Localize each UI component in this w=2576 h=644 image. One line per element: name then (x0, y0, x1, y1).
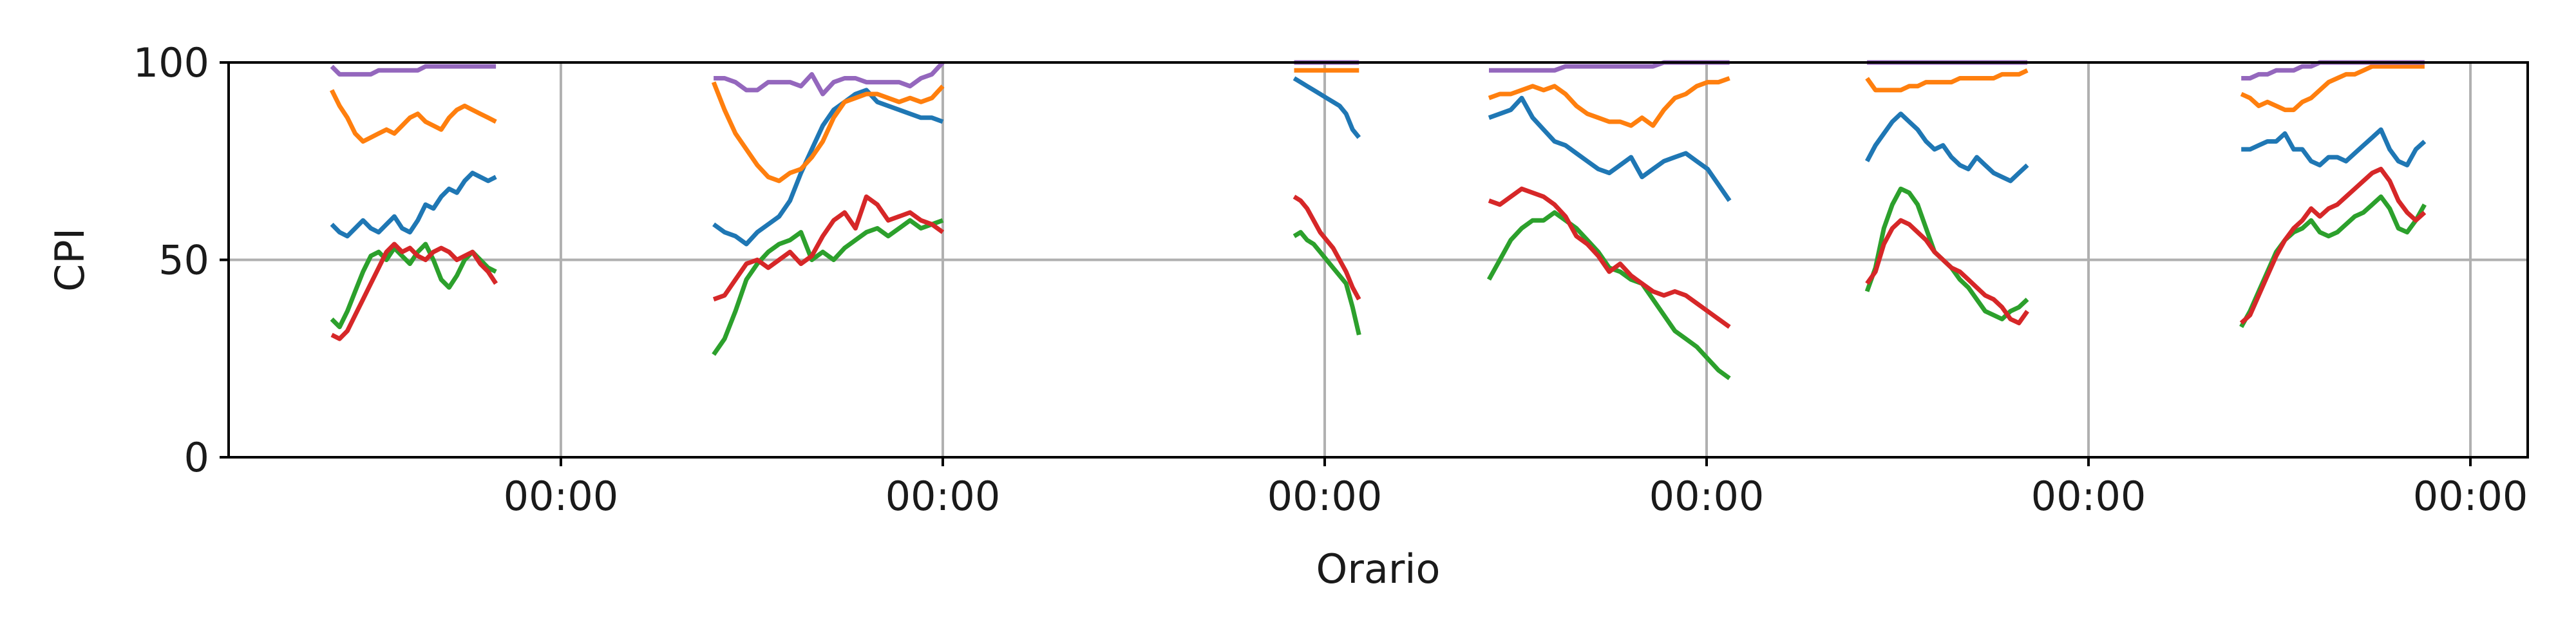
series-line (330, 242, 498, 341)
series-panel (711, 61, 945, 356)
y-tick-label: 100 (133, 39, 209, 86)
series-line (1293, 230, 1361, 336)
x-tick-label: 00:00 (886, 473, 1001, 520)
ticks: 00:00 00:00 00:00 00:00 00:00 00:00 0 50 100 (133, 39, 2528, 520)
x-tick-label: 00:00 (2031, 473, 2146, 520)
series-line (712, 194, 945, 302)
x-tick-label: 00:00 (1267, 473, 1383, 520)
series-line (711, 81, 945, 184)
x-tick-label: 00:00 (2413, 473, 2528, 520)
x-tick-label: 00:00 (1649, 473, 1765, 520)
series-line (1293, 76, 1361, 139)
series-line (330, 64, 497, 77)
y-tick-label: 0 (184, 434, 209, 481)
series-line (1488, 186, 1731, 329)
series-line (1865, 68, 2029, 93)
series-line (330, 171, 497, 239)
x-axis-label: Orario (1316, 545, 1441, 592)
series-line (1488, 95, 1732, 202)
y-axis-label: CPI (46, 228, 93, 292)
series-line (2240, 64, 2425, 113)
series-line (1293, 194, 1361, 301)
series-line (2239, 167, 2427, 325)
series-line (1865, 218, 2029, 326)
series-line (329, 89, 497, 144)
y-tick-label: 50 (158, 237, 209, 284)
series-line (1488, 76, 1730, 128)
series-line (714, 61, 945, 97)
series-line (712, 88, 944, 247)
series-line (1865, 111, 2029, 184)
x-tick-label: 00:00 (504, 473, 619, 520)
series-line (2241, 127, 2427, 167)
series-line (712, 218, 944, 356)
series-panel (329, 64, 498, 341)
